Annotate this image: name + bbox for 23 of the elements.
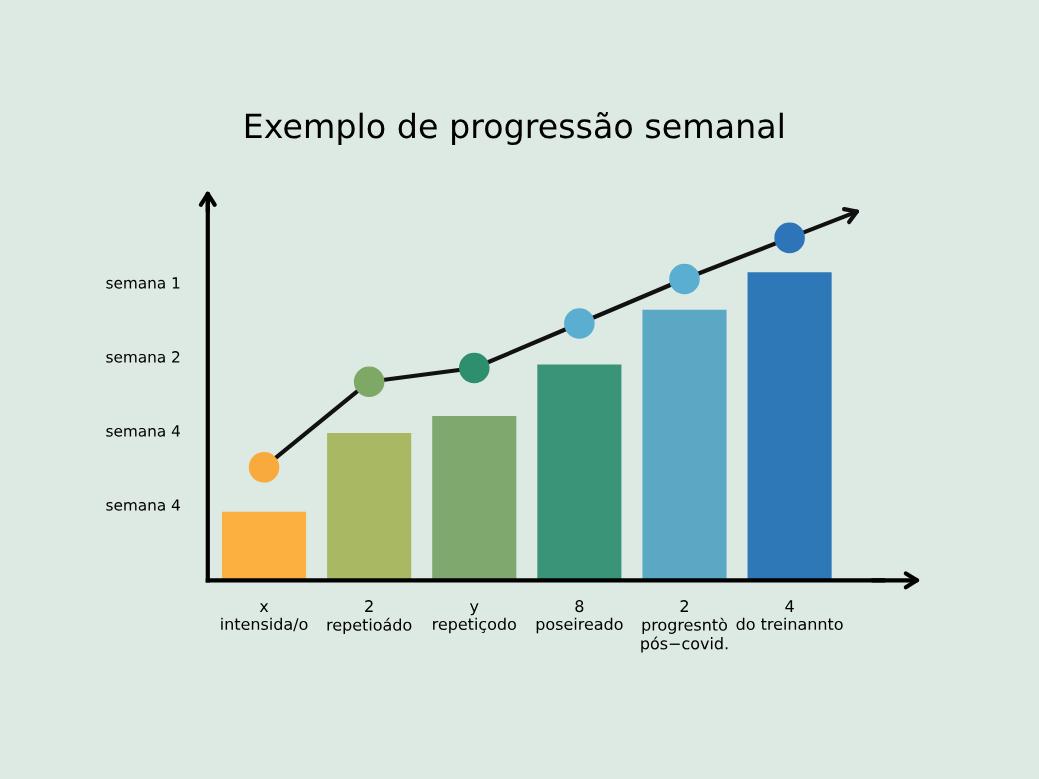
x-tick-label: 2 progresntò pós−covid. [641, 600, 728, 653]
x-tick-label: x intensida/o [221, 603, 308, 632]
bar [747, 272, 832, 581]
bar [642, 309, 727, 581]
text: semana 2 [106, 351, 180, 363]
bar [537, 364, 622, 581]
x-tick-label: 4 do treinannto [736, 600, 843, 631]
point [774, 222, 805, 254]
bar [327, 433, 412, 581]
chart-title: Exemplo de progressão semanal [245, 112, 783, 145]
point [564, 308, 595, 339]
point [248, 452, 280, 483]
point [353, 366, 385, 398]
bar [221, 511, 307, 581]
point [458, 352, 490, 384]
point [669, 263, 700, 295]
text: semana 1 [106, 277, 180, 289]
x-tick-label: 8 poseireado [536, 600, 623, 634]
x-tick-label: 2 repetioádo [327, 600, 412, 634]
text: semana 4 [106, 425, 180, 437]
text: semana 4 [106, 499, 180, 511]
bar [432, 415, 517, 581]
x-tick-label: y repetiçodo [433, 603, 516, 634]
